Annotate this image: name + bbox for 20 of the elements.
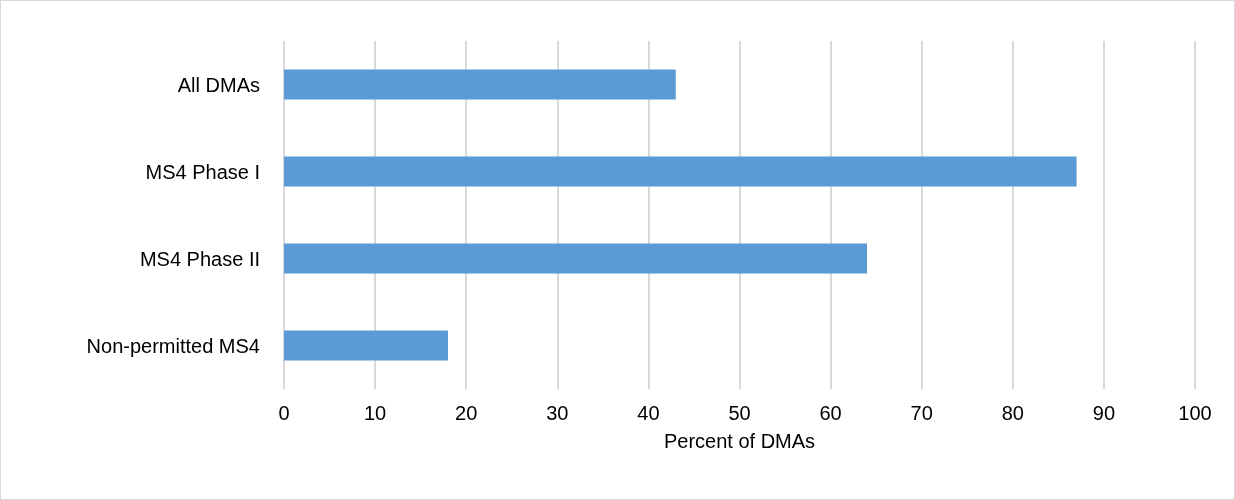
x-tick-label: 70 <box>910 402 933 424</box>
x-tick-label: 60 <box>819 402 842 424</box>
y-tick-label: MS4 Phase II <box>139 247 260 270</box>
bar <box>284 69 676 100</box>
x-tick-label: 100 <box>1178 402 1212 424</box>
x-tick-label: 20 <box>455 402 478 424</box>
y-tick-label: MS4 Phase I <box>145 160 260 183</box>
y-tick-label: Non-permitted MS4 <box>86 334 260 357</box>
x-tick-label: 0 <box>278 402 290 424</box>
bar <box>284 330 448 361</box>
x-tick-label: 30 <box>546 402 569 424</box>
x-tick-label: 40 <box>637 402 660 424</box>
bar <box>284 243 868 274</box>
y-tick-label: All DMAs <box>177 73 260 96</box>
x-tick-label: 90 <box>1092 402 1116 424</box>
x-tick-label: 80 <box>1001 402 1024 424</box>
x-tick-label: 50 <box>728 402 751 424</box>
x-tick-label: 10 <box>363 402 387 424</box>
bar <box>284 156 1077 187</box>
x-axis-title: Percent of DMAs <box>663 430 816 452</box>
